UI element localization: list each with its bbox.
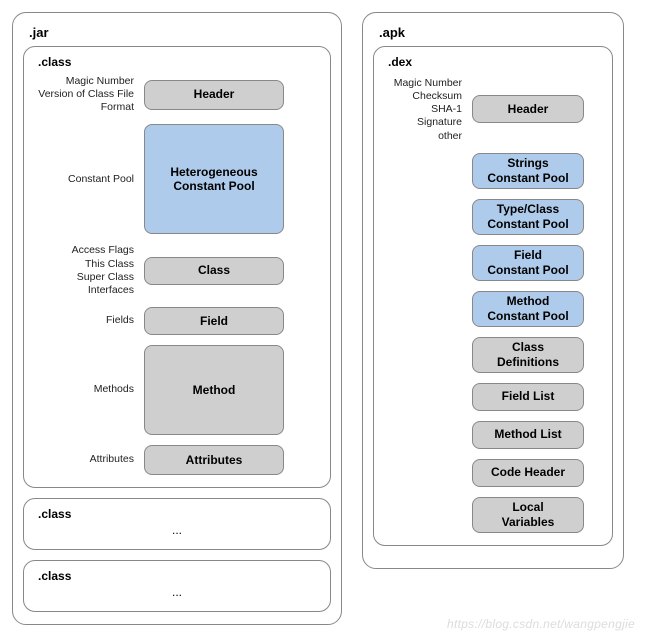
diagram-block: FieldConstant Pool xyxy=(472,245,584,281)
diagram-block: Attributes xyxy=(144,445,284,475)
diagram-row: Method List xyxy=(384,421,602,449)
diagram-row: FieldConstant Pool xyxy=(384,245,602,281)
diagram-row: Field List xyxy=(384,383,602,411)
row-side-label: Magic NumberVersion of Class File Format xyxy=(34,75,144,114)
diagram-block: Header xyxy=(144,80,284,110)
diagram-row: Code Header xyxy=(384,459,602,487)
diagram-block: Class xyxy=(144,257,284,285)
dex-title: .dex xyxy=(384,55,602,75)
apk-title: .apk xyxy=(373,23,613,46)
diagram-row: AttributesAttributes xyxy=(34,445,320,475)
row-side-label: Attributes xyxy=(34,453,144,466)
diagram-block: HeterogeneousConstant Pool xyxy=(144,124,284,234)
diagram-row: LocalVariables xyxy=(384,497,602,533)
diagram-block: LocalVariables xyxy=(472,497,584,533)
diagram-row: StringsConstant Pool xyxy=(384,153,602,189)
row-side-label: Magic NumberChecksumSHA-1 Signatureother xyxy=(384,75,472,143)
extra-class-ellipsis: ... xyxy=(34,583,320,603)
diagram-row: Access FlagsThis ClassSuper ClassInterfa… xyxy=(34,244,320,297)
apk-outer-box: .apk .dex Magic NumberChecksumSHA-1 Sign… xyxy=(362,12,624,569)
diagram-block: Field List xyxy=(472,383,584,411)
diagram-row: MethodsMethod xyxy=(34,345,320,435)
dex-rows-container: Magic NumberChecksumSHA-1 Signatureother… xyxy=(384,75,602,533)
diagram-block: Method xyxy=(144,345,284,435)
diagram-row: Constant PoolHeterogeneousConstant Pool xyxy=(34,124,320,234)
row-side-label: Access FlagsThis ClassSuper ClassInterfa… xyxy=(34,244,144,297)
extra-class-box: .class... xyxy=(23,560,331,612)
diagram-row: MethodConstant Pool xyxy=(384,291,602,327)
jar-outer-box: .jar .class Magic NumberVersion of Class… xyxy=(12,12,342,625)
diagram-block: Method List xyxy=(472,421,584,449)
diagram-row: Type/ClassConstant Pool xyxy=(384,199,602,235)
diagram-block: ClassDefinitions xyxy=(472,337,584,373)
row-side-label: Methods xyxy=(34,383,144,396)
diagram-row: ClassDefinitions xyxy=(384,337,602,373)
extra-class-title: .class xyxy=(34,507,320,521)
extra-class-box: .class... xyxy=(23,498,331,550)
extra-class-container: .class....class... xyxy=(23,498,331,612)
diagram-row: Magic NumberChecksumSHA-1 Signatureother… xyxy=(384,75,602,143)
row-side-label: Constant Pool xyxy=(34,173,144,186)
extra-class-title: .class xyxy=(34,569,320,583)
diagram-block: Field xyxy=(144,307,284,335)
jar-title: .jar xyxy=(23,23,331,46)
diagram-block: Code Header xyxy=(472,459,584,487)
diagram-row: Magic NumberVersion of Class File Format… xyxy=(34,75,320,114)
diagram-row: FieldsField xyxy=(34,307,320,335)
diagram-block: Header xyxy=(472,95,584,123)
diagram-block: Type/ClassConstant Pool xyxy=(472,199,584,235)
row-side-label: Fields xyxy=(34,314,144,327)
dex-inner-box: .dex Magic NumberChecksumSHA-1 Signature… xyxy=(373,46,613,546)
class-inner-box: .class Magic NumberVersion of Class File… xyxy=(23,46,331,488)
class-rows-container: Magic NumberVersion of Class File Format… xyxy=(34,75,320,475)
extra-class-ellipsis: ... xyxy=(34,521,320,541)
diagram-block: MethodConstant Pool xyxy=(472,291,584,327)
class-title: .class xyxy=(34,55,320,75)
diagram-block: StringsConstant Pool xyxy=(472,153,584,189)
